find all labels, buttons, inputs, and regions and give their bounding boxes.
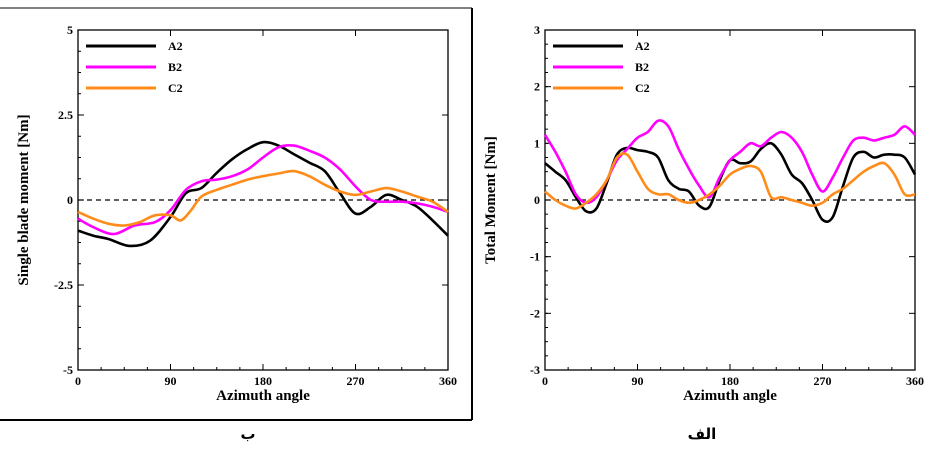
series-line-a2 [77, 140, 449, 248]
series-line-c2 [77, 169, 449, 227]
x-axis-label: Azimuth angle [216, 388, 310, 404]
y-tick-label: 5 [67, 23, 73, 37]
x-tick-label: 0 [542, 374, 548, 388]
y-tick-label: -1 [530, 250, 540, 264]
y-tick-label: -5 [63, 363, 73, 377]
panel-caption-right: ب [240, 425, 256, 443]
series-line-b2 [77, 144, 449, 236]
legend-label-a2: A2 [168, 39, 183, 53]
y-tick-label: 2 [534, 80, 540, 94]
series-line-c2 [544, 152, 916, 210]
x-tick-label: 90 [165, 374, 177, 388]
legend-label-a2: A2 [635, 39, 650, 53]
x-tick-label: 0 [75, 374, 81, 388]
panel-caption-left: الف [687, 425, 717, 443]
x-tick-label: 360 [439, 374, 457, 388]
y-tick-label: 2.5 [58, 108, 73, 122]
x-tick-label: 180 [254, 374, 272, 388]
chart-right: 0 90 180 270 360 -5 -2.5 0 2.5 5 Azimuth angle Sing… [16, 23, 457, 404]
y-tick-label: 3 [534, 23, 540, 37]
x-tick-label: 270 [347, 374, 365, 388]
y-axis-label: Total Moment [Nm] [483, 136, 499, 264]
x-tick-label: 270 [814, 374, 832, 388]
legend-label-c2: C2 [635, 81, 650, 95]
series-line-a2 [544, 141, 917, 223]
y-tick-label: -2.5 [54, 278, 73, 292]
legend-label-c2: C2 [168, 81, 183, 95]
x-tick-label: 360 [906, 374, 924, 388]
y-tick-label: -3 [530, 363, 540, 377]
chart-left: 0 90 180 270 360 -3 -2 -1 0 1 2 3 Azimuth angle Total… [483, 23, 924, 404]
y-tick-label: 0 [67, 193, 73, 207]
y-axis-label: Single blade moment [Nm] [16, 114, 32, 285]
x-tick-label: 180 [721, 374, 739, 388]
x-tick-label: 90 [632, 374, 644, 388]
y-tick-label: -2 [530, 306, 540, 320]
x-axis-label: Azimuth angle [683, 388, 777, 404]
y-tick-label: 0 [534, 193, 540, 207]
legend-label-b2: B2 [635, 60, 649, 74]
y-tick-label: 1 [534, 136, 540, 150]
legend-label-b2: B2 [168, 60, 182, 74]
